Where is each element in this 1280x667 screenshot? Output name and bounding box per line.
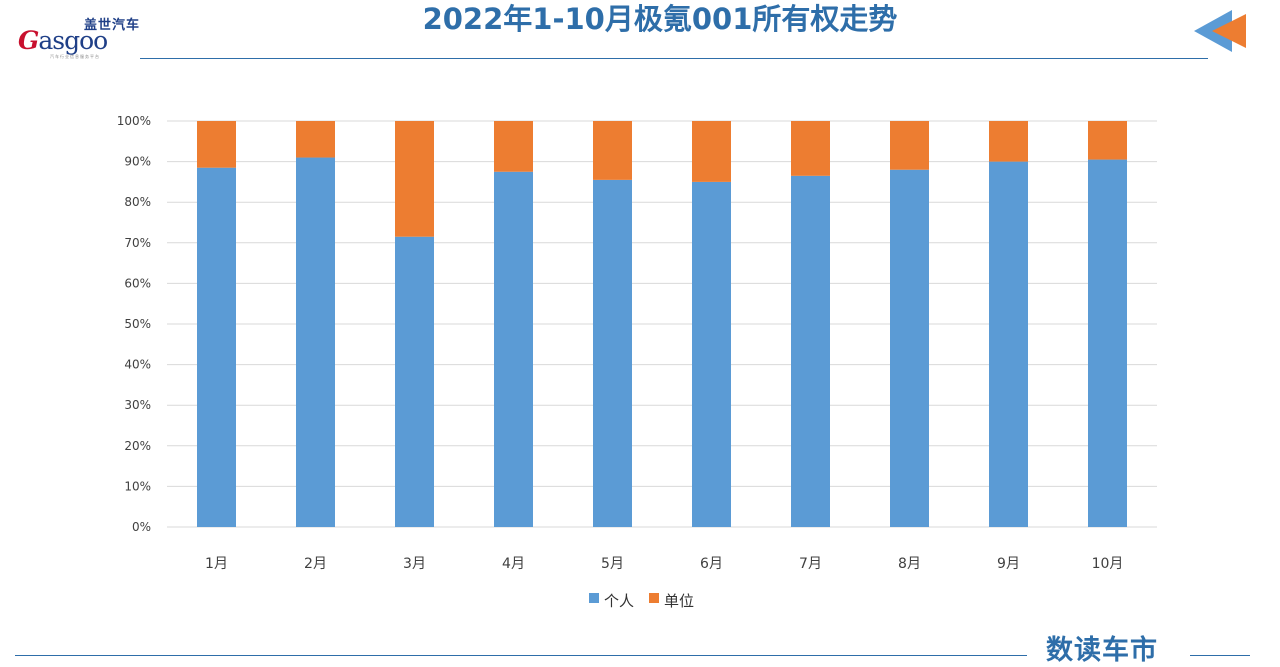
y-tick-label: 50% (124, 317, 151, 331)
y-tick-label: 20% (124, 439, 151, 453)
x-tick-label: 5月 (601, 556, 624, 572)
y-tick-label: 60% (124, 276, 151, 290)
legend-swatch (589, 593, 599, 603)
x-tick-label: 3月 (403, 556, 426, 572)
y-tick-label: 10% (124, 479, 151, 493)
bar-segment-personal (890, 169, 929, 527)
legend-label: 个人 (604, 592, 634, 610)
x-tick-label: 1月 (205, 556, 228, 572)
x-tick-label: 10月 (1092, 556, 1124, 572)
footer-divider-right (1190, 655, 1250, 656)
bar-segment-personal (395, 236, 434, 527)
bar-segment-personal (197, 167, 236, 527)
bar-segment-unit (197, 121, 236, 168)
logo-english-text: Gasgoo (18, 26, 108, 55)
y-tick-label: 90% (124, 155, 151, 169)
logo-tagline: 汽车行业信息服务平台 (50, 54, 100, 59)
y-tick-label: 30% (124, 398, 151, 412)
bar-segment-unit (296, 121, 335, 158)
bar-segment-personal (791, 175, 830, 527)
y-tick-label: 0% (132, 520, 151, 534)
logo-chinese-text: 盖世汽车 (84, 18, 141, 33)
bar-segment-unit (593, 121, 632, 180)
y-tick-label: 80% (124, 195, 151, 209)
bar-segment-unit (494, 121, 533, 172)
bar-segment-personal (593, 179, 632, 527)
bar-segment-unit (791, 121, 830, 176)
bar-segment-unit (395, 121, 434, 237)
bar-segment-unit (692, 121, 731, 182)
legend-swatch (649, 593, 659, 603)
x-tick-label: 6月 (700, 556, 723, 572)
title-divider (140, 58, 1208, 59)
page-title: 2022年1-10月极氪001所有权走势 (422, 2, 898, 36)
x-tick-label: 9月 (997, 556, 1020, 572)
bar-segment-unit (890, 121, 929, 170)
x-tick-label: 2月 (304, 556, 327, 572)
y-tick-label: 100% (117, 114, 151, 128)
bar-segment-personal (989, 161, 1028, 527)
x-tick-label: 4月 (502, 556, 525, 572)
bar-segment-personal (1088, 159, 1127, 527)
footer-brand: 数读车市 (1046, 635, 1158, 666)
bar-segment-unit (989, 121, 1028, 162)
bar-segment-personal (296, 157, 335, 528)
x-tick-label: 8月 (898, 556, 921, 572)
x-tick-label: 7月 (799, 556, 822, 572)
y-tick-label: 40% (124, 358, 151, 372)
legend-label: 单位 (664, 592, 694, 610)
gasgoo-logo: 盖世汽车 Gasgoo 汽车行业信息服务平台 (18, 14, 143, 64)
bar-segment-personal (692, 181, 731, 527)
bar-segment-unit (1088, 121, 1127, 160)
back-arrow-icon[interactable] (1190, 6, 1250, 56)
y-tick-label: 70% (124, 236, 151, 250)
footer-divider-left (15, 655, 1027, 656)
stacked-bar-chart: 0% 10% 20% 30% 40% 50% 60% 70% 80% 90% 100% 1月 2月 3月 4… (117, 114, 1157, 610)
bar-segment-personal (494, 171, 533, 527)
